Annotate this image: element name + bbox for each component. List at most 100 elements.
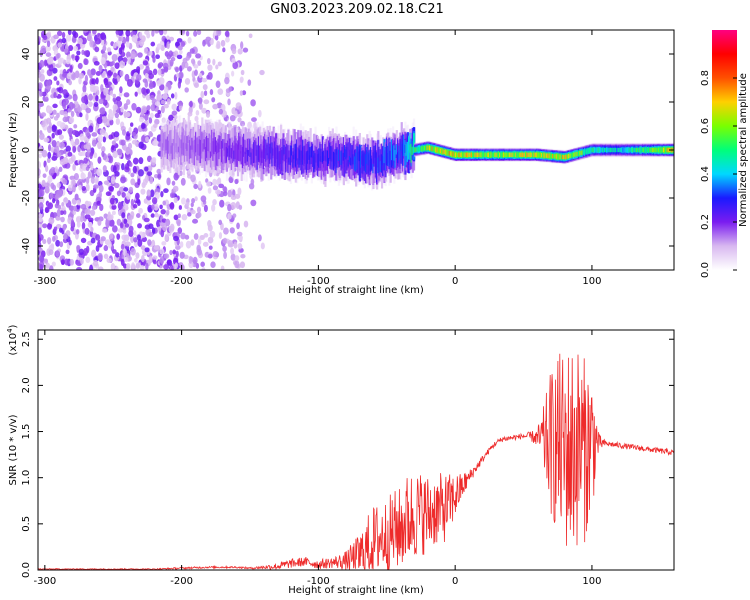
spectrogram-cell xyxy=(202,143,205,152)
spectrogram-cell xyxy=(130,172,135,178)
snr-panel: -300 -200 -100 0 100 0.0 0.5 1.0 1.5 2.0 2.5 Heig… xyxy=(6,324,675,596)
spectrogram-cell xyxy=(377,157,380,174)
spectrogram-cell xyxy=(293,144,296,160)
spectrogram-cell xyxy=(46,117,52,124)
spectrogram-cell xyxy=(241,146,245,169)
spectrogram-cell xyxy=(218,135,221,152)
spectrogram-cell xyxy=(80,215,84,223)
spectrogram-cell xyxy=(178,262,184,267)
spectrogram-cell xyxy=(100,107,106,115)
spectrogram-cell xyxy=(526,152,529,157)
spectrogram-cell xyxy=(67,127,74,135)
spectrogram-cell xyxy=(346,143,349,158)
spectrogram-cell xyxy=(75,55,79,63)
spectrogram-cell xyxy=(123,187,129,192)
spectrogram-cell xyxy=(399,138,402,156)
spectrogram-cell xyxy=(157,63,162,69)
spectrogram-cell xyxy=(79,112,83,118)
spectrogram-cell xyxy=(657,147,661,153)
spectrogram-cell xyxy=(542,153,545,158)
spectrogram-cell xyxy=(137,239,143,247)
spectrogram-cell xyxy=(102,136,107,143)
spectrogram-cell xyxy=(163,103,169,109)
spectrogram-cell xyxy=(179,251,185,259)
spectrogram-cell xyxy=(111,249,117,254)
spectrogram-cell xyxy=(277,147,280,168)
spectrogram-cell xyxy=(234,110,238,119)
spectrogram-cell xyxy=(115,118,121,126)
spectrogram-cell xyxy=(152,259,157,265)
spectrogram-cell xyxy=(220,140,224,163)
spectrogram-cell xyxy=(132,230,137,236)
spectrogram-cell xyxy=(250,199,257,207)
spectrogram-cell xyxy=(148,255,153,264)
spectrogram-cell xyxy=(218,219,223,226)
spectrogram-cell xyxy=(158,77,165,85)
spectrogram-cell xyxy=(146,32,151,39)
spectrogram-cell xyxy=(175,66,179,73)
spectrogram-cell xyxy=(238,204,243,210)
spectrogram-cell xyxy=(476,152,480,157)
snr-y-multiplier: (x104) xyxy=(6,324,19,355)
spectrogram-cell xyxy=(485,152,488,157)
spectrogram-cell xyxy=(172,139,176,159)
spectrogram-cell xyxy=(125,153,131,161)
spectrogram-cell xyxy=(110,263,116,270)
spectrogram-cell xyxy=(122,248,127,257)
spectrogram-cell xyxy=(94,38,101,45)
spectrogram-cell xyxy=(59,110,65,116)
spectrogram-cell xyxy=(144,72,149,79)
spectrogram-cell xyxy=(231,151,235,164)
spectrogram-cell xyxy=(112,93,117,99)
spectrogram-cell xyxy=(128,186,134,193)
spectrogram-cell xyxy=(172,185,179,192)
spectrogram-cell xyxy=(156,93,163,101)
spectrogram-cell xyxy=(318,148,321,168)
spectrogram-cell xyxy=(61,37,67,44)
spectrogram-cell xyxy=(96,168,103,177)
spectrogram-cell xyxy=(257,234,262,242)
spectrogram-cell xyxy=(201,266,206,270)
spectrogram-cell xyxy=(250,99,256,107)
spectrogram-cell xyxy=(245,147,248,154)
spectrogram-cell xyxy=(508,152,512,157)
spectrogram-cell xyxy=(42,173,47,178)
spectrogram-cell xyxy=(128,225,134,233)
spectrogram-cell xyxy=(95,234,101,241)
spectrogram-cell xyxy=(162,224,168,232)
spectrogram-cell xyxy=(452,151,455,157)
spectrogram-cell xyxy=(135,192,140,200)
spectrogram-cell xyxy=(504,152,507,157)
spectrogram-cell xyxy=(53,76,58,81)
spectrogram-cell xyxy=(195,110,200,116)
spectrogram-cell xyxy=(121,129,127,136)
spectrogram-cell xyxy=(218,183,225,189)
spectrogram-cell xyxy=(288,150,291,163)
spectrogram-cell xyxy=(105,220,109,227)
spectrogram-cell xyxy=(51,132,55,139)
spectrogram-cell xyxy=(468,152,471,157)
spectrogram-cell xyxy=(111,60,115,66)
spectrogram-cell xyxy=(209,89,214,96)
spectrogram-cell xyxy=(173,172,179,181)
spectrogram-cell xyxy=(145,94,151,101)
spectrogram-cell xyxy=(442,149,445,154)
x-tick-label: 0 xyxy=(452,276,458,287)
spectrogram-cell xyxy=(635,147,638,153)
spectrogram-cell xyxy=(374,145,377,174)
spectrogram-cell xyxy=(459,152,462,157)
spectrogram-cell xyxy=(234,178,239,185)
spectrogram-cell xyxy=(123,103,128,110)
spectrogram-cell xyxy=(103,253,109,260)
spectrogram-cell xyxy=(436,147,439,153)
spectrogram-cell xyxy=(38,237,42,244)
spectrogram-cell xyxy=(227,148,230,157)
spectrogram-cell xyxy=(44,96,49,102)
spectrogram-cell xyxy=(157,174,162,179)
spectrogram-cell xyxy=(500,152,503,157)
spectrogram-cell xyxy=(348,137,352,165)
spectrogram-cell xyxy=(282,138,285,161)
spectrogram-cell xyxy=(118,91,123,97)
spectrogram-cell xyxy=(512,152,515,157)
spectrogram-cell xyxy=(174,143,177,159)
